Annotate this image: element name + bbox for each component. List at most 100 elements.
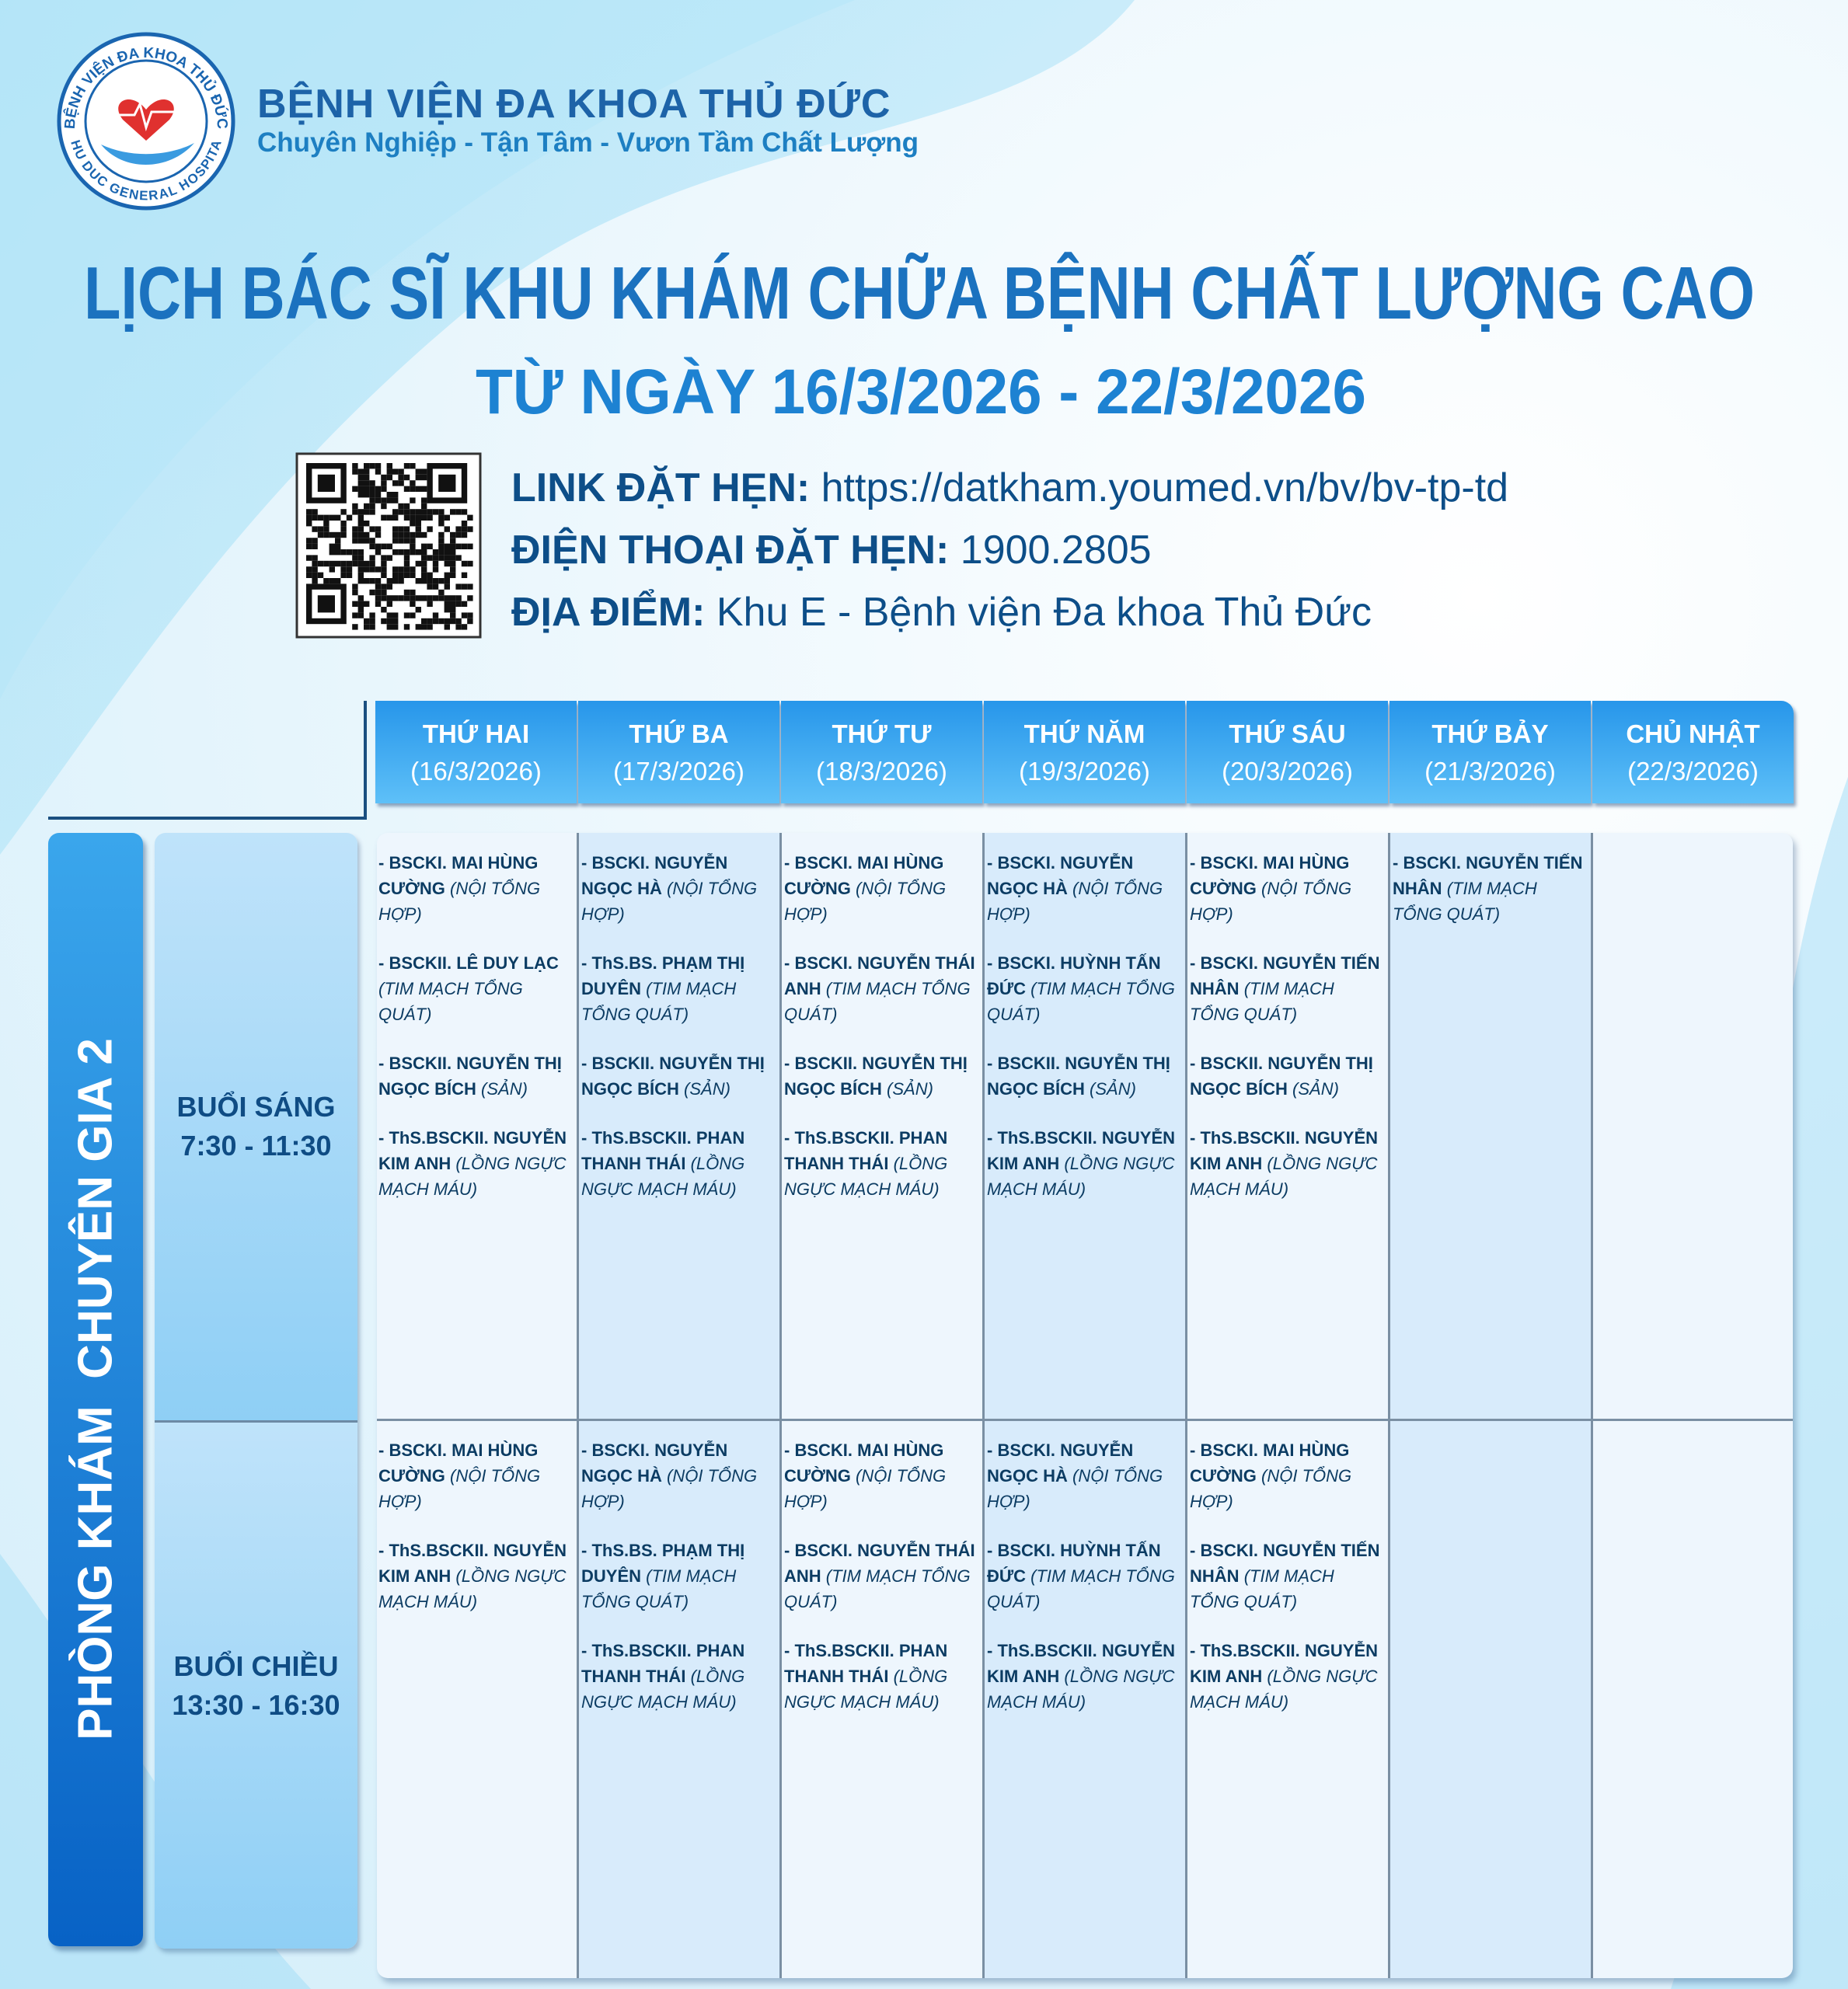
qr-module xyxy=(421,555,427,561)
qr-module xyxy=(369,486,375,492)
qr-module xyxy=(329,566,335,573)
doctor-entry: - BSCKI. NGUYỄN TIẾN NHÂN (TIM MẠCH TỔNG… xyxy=(1393,850,1588,927)
qr-module xyxy=(346,549,353,556)
qr-module xyxy=(357,555,364,561)
qr-module xyxy=(398,549,404,556)
qr-module xyxy=(335,531,341,538)
qr-module xyxy=(340,526,347,532)
qr-module xyxy=(317,526,324,532)
qr-module xyxy=(352,555,358,561)
qr-module xyxy=(467,560,473,567)
qr-module xyxy=(369,492,375,498)
logo: BỆNH VIỆN ĐA KHOA THỦ ĐỨCTHU DUC GENERAL… xyxy=(53,28,235,211)
qr-module xyxy=(340,521,347,527)
qr-module xyxy=(432,618,439,625)
logo-pulse xyxy=(117,100,176,132)
qr-module xyxy=(421,618,427,625)
qr-module xyxy=(392,492,399,498)
qr-module xyxy=(323,514,330,521)
qr-module xyxy=(357,595,364,601)
qr-module xyxy=(450,560,456,567)
qr-module xyxy=(386,601,392,607)
qr-module xyxy=(340,549,347,556)
qr-module xyxy=(427,555,433,561)
qr-module xyxy=(352,526,358,532)
qr-module xyxy=(410,531,416,538)
qr-module xyxy=(415,578,421,584)
qr-module xyxy=(312,578,318,584)
qr-module xyxy=(386,469,392,475)
qr-module xyxy=(335,543,341,549)
qr-module xyxy=(403,560,410,567)
qr-module xyxy=(375,578,382,584)
qr-module xyxy=(427,578,433,584)
qr-module xyxy=(421,503,427,510)
schedule-cell: - BSCKI. NGUYỄN NGỌC HÀ (NỘI TỔNG HỢP) - … xyxy=(987,1437,1182,1738)
session-box: BUỔI SÁNG 7:30 - 11:30 xyxy=(155,833,357,1420)
qr-module xyxy=(357,578,364,584)
subtitle: TỪ NGÀY 16/3/2026 - 22/3/2026 xyxy=(476,357,1366,427)
qr-module xyxy=(352,486,358,492)
qr-module xyxy=(438,531,445,538)
qr-module xyxy=(381,618,387,625)
qr-module xyxy=(352,463,358,469)
qr-module xyxy=(455,583,462,590)
schedule-cell: - BSCKI. NGUYỄN NGỌC HÀ (NỘI TỔNG HỢP) - … xyxy=(581,1437,776,1738)
doctor-specialty: (SẢN) xyxy=(887,1079,933,1099)
qr-module xyxy=(317,531,324,538)
qr-module xyxy=(421,566,427,573)
doctor-entry: - BSCKI. NGUYỄN THÁI ANH (TIM MẠCH TỔNG … xyxy=(784,950,979,1027)
qr-module xyxy=(369,612,375,618)
qr-module xyxy=(381,572,387,578)
room-label: PHÒNG KHÁM CHUYÊN GIA 2 xyxy=(68,1038,123,1740)
info-value: https://datkham.youmed.vn/bv/bv-tp-td xyxy=(821,465,1509,510)
qr-module xyxy=(317,514,324,521)
qr-module xyxy=(369,463,375,469)
qr-module xyxy=(386,463,392,469)
qr-module xyxy=(415,624,421,630)
doctor-specialty: (NỘI TỔNG HỢP) xyxy=(987,879,1163,924)
session-name: BUỔI SÁNG xyxy=(176,1091,336,1123)
doctor-name: - BSCKI. MAI HÙNG CƯỜNG xyxy=(378,853,539,898)
doctor-entry: - BSCKII. NGUYỄN THỊ NGỌC BÍCH (SẢN) xyxy=(1190,1050,1385,1102)
doctor-entry: - BSCKI. NGUYỄN TIẾN NHÂN (TIM MẠCH TỔNG… xyxy=(1190,1538,1385,1615)
qr-module xyxy=(415,514,421,521)
doctor-name: - BSCKI. NGUYỄN TIẾN NHÂN xyxy=(1190,1541,1380,1586)
qr-module xyxy=(364,469,370,475)
qr-module xyxy=(381,589,387,596)
logo-hand xyxy=(101,143,194,165)
qr-module xyxy=(398,509,404,515)
doctor-entry: - ThS.BSCKII. NGUYỄN KIM ANH (LỒNG NGỰC … xyxy=(378,1125,574,1202)
qr-module xyxy=(427,509,433,515)
qr-module xyxy=(381,583,387,590)
doctor-entry: - BSCKI. NGUYỄN NGỌC HÀ (NỘI TỔNG HỢP) xyxy=(581,850,776,927)
qr-module xyxy=(432,560,439,567)
qr-module xyxy=(427,572,433,578)
qr-module xyxy=(450,618,456,625)
doctor-specialty: (NỘI TỔNG HỢP) xyxy=(581,879,758,924)
doctor-entry: - ThS.BS. PHẠM THỊ DUYÊN (TIM MẠCH TỔNG … xyxy=(581,950,776,1027)
qr-module xyxy=(444,560,450,567)
qr-module xyxy=(410,497,416,503)
doctor-entry: - ThS.BSCKII. NGUYỄN KIM ANH (LỒNG NGỰC … xyxy=(378,1538,574,1615)
doctor-name: - ThS.BSCKII. NGUYỄN KIM ANH xyxy=(987,1128,1176,1173)
qr-module xyxy=(438,555,445,561)
doctor-entry: - ThS.BSCKII. PHAN THANH THÁI (LỒNG NGỰC… xyxy=(784,1638,979,1715)
doctor-name: - BSCKI. MAI HÙNG CƯỜNG xyxy=(784,1440,944,1486)
qr-module xyxy=(427,601,433,607)
qr-module xyxy=(450,555,456,561)
column-line xyxy=(1185,833,1187,1978)
session-name: BUỔI CHIỀU xyxy=(173,1649,339,1682)
logo-heart xyxy=(118,99,174,141)
qr-module xyxy=(403,531,410,538)
qr-module xyxy=(392,595,399,601)
qr-module xyxy=(375,549,382,556)
day-date: (17/3/2026) xyxy=(613,757,744,785)
qr-module xyxy=(410,549,416,556)
qr-module xyxy=(312,526,318,532)
qr-finder xyxy=(427,463,468,503)
qr-module xyxy=(432,555,439,561)
qr-module xyxy=(421,549,427,556)
doctor-name: - BSCKI. NGUYỄN TIẾN NHÂN xyxy=(1190,953,1380,998)
qr-module xyxy=(369,526,375,532)
